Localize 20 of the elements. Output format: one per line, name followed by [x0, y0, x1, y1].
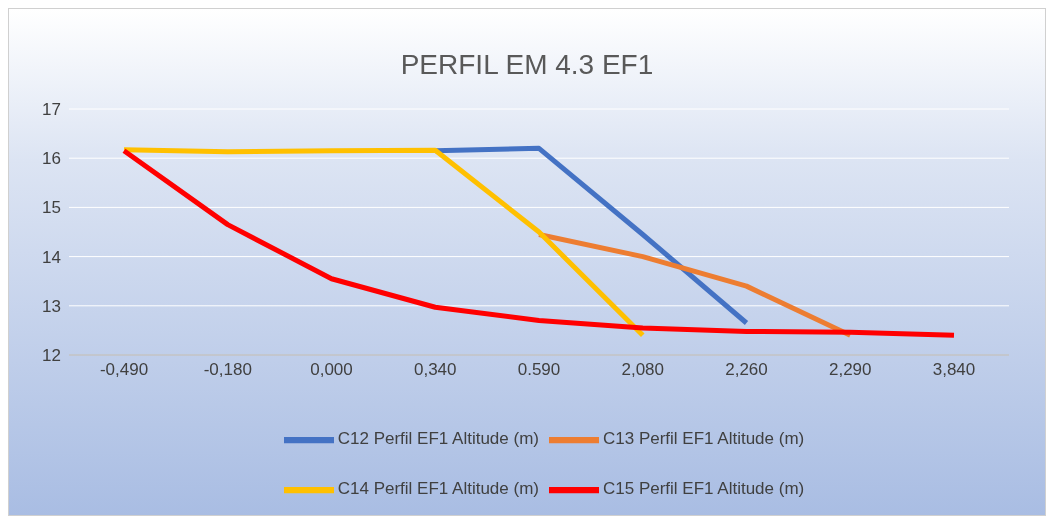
x-tick-label: 2,080: [621, 360, 665, 380]
y-tick-label: 15: [42, 198, 61, 218]
y-tick-label: 13: [42, 296, 61, 316]
chart-title: PERFIL EM 4.3 EF1: [399, 48, 655, 82]
legend-label: C13 Perfil EF1 Altitude (m): [603, 429, 805, 449]
x-tick-label: 2,290: [828, 360, 872, 380]
y-tick-label: 17: [42, 100, 61, 120]
x-tick-label: -0,490: [99, 360, 149, 380]
x-tick-label: 0,000: [310, 360, 353, 380]
x-tick-label: 0,340: [413, 360, 457, 380]
y-tick-label: 16: [42, 149, 61, 169]
x-tick-label: 0.590: [517, 360, 561, 380]
x-tick-label: -0,180: [203, 360, 252, 380]
legend-label: C12 Perfil EF1 Altitude (m): [337, 429, 539, 449]
y-tick-label: 14: [42, 247, 61, 267]
x-tick-label: 2,260: [725, 360, 768, 380]
legend-label: C14 Perfil EF1 Altitude (m): [337, 479, 539, 499]
x-tick-label: 3,840: [932, 360, 976, 380]
y-tick-label: 12: [42, 346, 61, 366]
legend-label: C15 Perfil EF1 Altitude (m): [603, 479, 805, 499]
